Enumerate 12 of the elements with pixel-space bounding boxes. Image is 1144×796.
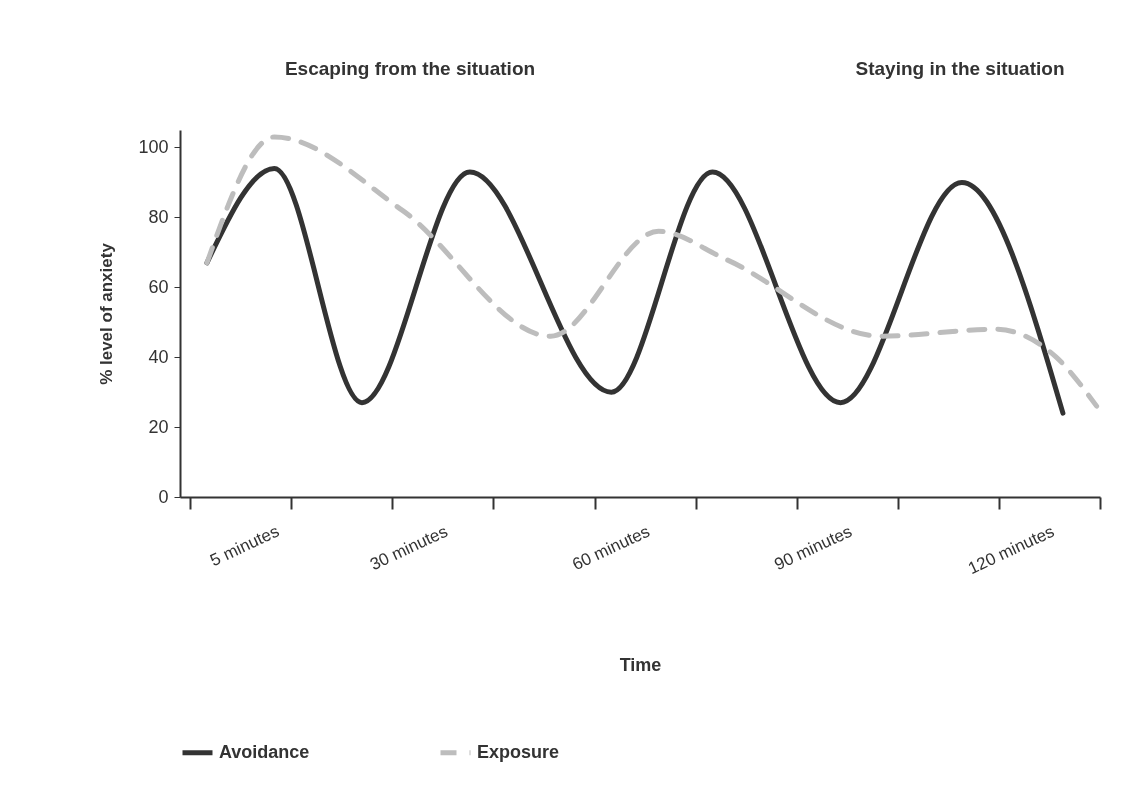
- legend-label: Exposure: [477, 741, 560, 762]
- legend-label: Avoidance: [219, 741, 310, 762]
- y-tick-label: 100: [138, 136, 169, 157]
- y-tick-label: 0: [158, 486, 169, 507]
- y-tick-label: 40: [148, 346, 169, 367]
- text: Staying in the situation: [855, 58, 1065, 80]
- text: Escaping from the situation: [284, 58, 536, 80]
- y-tick-label: 60: [148, 276, 169, 297]
- y-tick-label: 80: [148, 206, 169, 227]
- y-axis-title: % level of anxiety: [97, 242, 117, 385]
- y-tick-label: 20: [148, 416, 169, 437]
- x-axis-title: Time: [619, 655, 662, 676]
